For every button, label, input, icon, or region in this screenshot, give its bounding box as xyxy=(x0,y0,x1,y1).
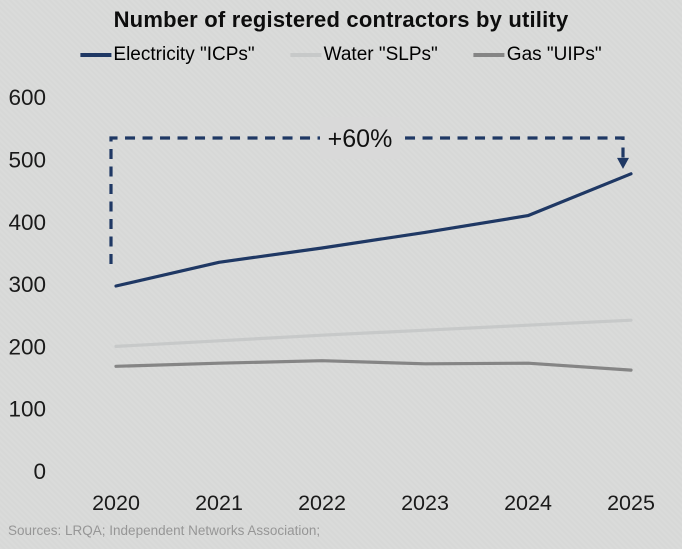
x-tick-label: 2021 xyxy=(195,491,243,515)
y-tick-label: 500 xyxy=(8,148,46,173)
legend: Electricity "ICPs" Water "SLPs" Gas "UIP… xyxy=(80,44,602,66)
x-tick-label: 2023 xyxy=(401,491,449,515)
gas-uips-line xyxy=(114,359,633,372)
legend-item-water: Water "SLPs" xyxy=(290,44,438,66)
water-slps-line xyxy=(114,318,633,348)
x-tick-label: 2022 xyxy=(298,491,346,515)
y-tick-label: 200 xyxy=(8,334,46,359)
legend-label-electricity: Electricity "ICPs" xyxy=(113,44,255,65)
source-note: Sources: LRQA; Independent Networks Asso… xyxy=(8,523,321,538)
growth-annotation-label: +60% xyxy=(328,125,393,153)
x-tick-label: 2020 xyxy=(92,491,140,515)
water-line-swatch xyxy=(290,53,322,57)
y-tick-label: 600 xyxy=(8,85,46,110)
electricity-line-swatch xyxy=(80,53,112,57)
y-tick-label: 100 xyxy=(8,397,46,422)
y-tick-label: 0 xyxy=(33,459,46,484)
electricity-icps-line xyxy=(114,172,633,288)
growth-annotation-dashes xyxy=(109,136,625,264)
y-tick-label: 300 xyxy=(8,272,46,297)
x-tick-label: 2024 xyxy=(504,491,552,515)
chart-title: Number of registered contractors by util… xyxy=(113,7,569,32)
legend-item-gas: Gas "UIPs" xyxy=(473,44,602,66)
x-tick-label: 2025 xyxy=(607,491,655,515)
legend-label-gas: Gas "UIPs" xyxy=(506,44,602,65)
legend-label-water: Water "SLPs" xyxy=(323,44,438,65)
legend-item-electricity: Electricity "ICPs" xyxy=(80,44,255,66)
y-tick-label: 400 xyxy=(8,210,46,235)
gas-line-swatch xyxy=(473,53,505,57)
growth-annotation-arrowhead xyxy=(617,157,629,169)
growth-annotation-label-bg xyxy=(320,117,400,159)
